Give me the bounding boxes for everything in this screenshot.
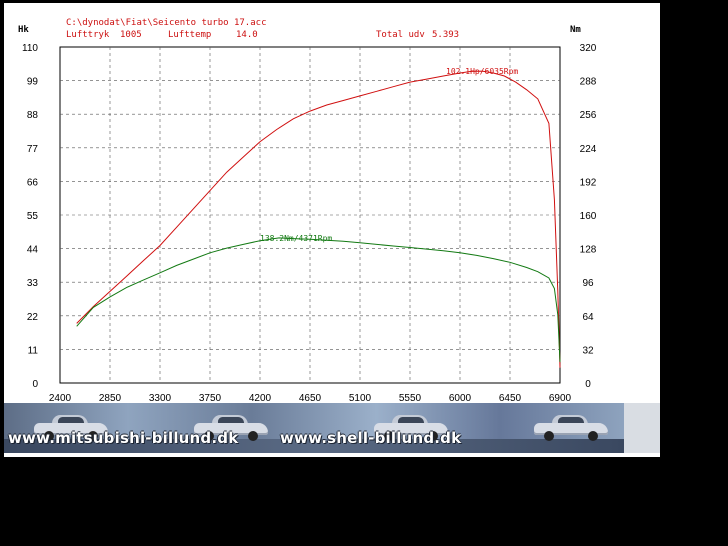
- power-curve-line: [76, 70, 561, 368]
- left-tick-label: 110: [22, 43, 38, 54]
- annotations: 102.1Hp/6035Rpm 138.2Nm/4371Rpm: [260, 67, 518, 243]
- car-image: [534, 413, 608, 441]
- lufttryk-value: 1005: [120, 30, 142, 40]
- car-image: [34, 413, 108, 441]
- x-tick-label: 6900: [549, 393, 572, 404]
- dyno-plot: 2400 2850 3300 3750 4200 4650 5100 5550 6000 6450…: [22, 43, 597, 404]
- right-tick-label: 64: [582, 312, 594, 323]
- x-tick-label: 5100: [349, 393, 372, 404]
- right-tick-label: 0: [585, 379, 591, 390]
- tick-labels: 2400 2850 3300 3750 4200 4650 5100 5550 6000 6450…: [22, 43, 597, 404]
- x-tick-label: 2850: [99, 393, 122, 404]
- right-tick-label: 320: [580, 43, 597, 54]
- x-tick-label: 5550: [399, 393, 422, 404]
- x-tick-label: 3750: [199, 393, 222, 404]
- right-tick-label: 256: [580, 110, 597, 121]
- x-tick-label: 6000: [449, 393, 472, 404]
- banner-edge: [624, 403, 660, 453]
- grid-lines: [59, 46, 561, 384]
- right-tick-label: 128: [580, 245, 597, 256]
- left-axis-unit: Hk: [18, 25, 29, 35]
- left-tick-label: 66: [27, 177, 39, 188]
- right-tick-label: 96: [582, 278, 594, 289]
- car-image: [194, 413, 268, 441]
- left-tick-label: 11: [28, 345, 39, 356]
- power-peak-label: 102.1Hp/6035Rpm: [446, 67, 518, 76]
- total-udv-label: Total udv: [376, 30, 425, 40]
- file-path: C:\dynodat\Fiat\Seicento turbo 17.acc: [66, 18, 267, 28]
- right-tick-label: 192: [580, 177, 597, 188]
- x-tick-label: 2400: [49, 393, 72, 404]
- x-tick-label: 6450: [499, 393, 522, 404]
- left-tick-label: 0: [32, 379, 38, 390]
- left-tick-label: 22: [27, 312, 39, 323]
- banner-link-mitsubishi[interactable]: www.mitsubishi-billund.dk: [8, 429, 239, 447]
- right-tick-label: 224: [580, 144, 597, 155]
- series-lines: [76, 70, 561, 368]
- left-tick-label: 88: [27, 110, 39, 121]
- left-tick-label: 77: [27, 144, 39, 155]
- right-tick-label: 288: [580, 77, 597, 88]
- banner-link-shell[interactable]: www.shell-billund.dk: [280, 429, 462, 447]
- lufttryk-label: Lufttryk: [66, 30, 110, 40]
- right-tick-label: 160: [580, 211, 597, 222]
- lufttemp-value: 14.0: [236, 30, 258, 40]
- right-tick-label: 32: [582, 345, 594, 356]
- x-tick-label: 4650: [299, 393, 322, 404]
- torque-curve-line: [76, 237, 561, 363]
- left-tick-label: 33: [27, 278, 39, 289]
- left-tick-label: 55: [27, 211, 39, 222]
- dyno-chart-sheet: C:\dynodat\Fiat\Seicento turbo 17.acc Lu…: [4, 3, 660, 457]
- lufttemp-label: Lufttemp: [168, 30, 212, 40]
- sponsor-banner[interactable]: www.mitsubishi-billund.dk www.shell-bill…: [4, 403, 624, 453]
- total-udv-value: 5.393: [432, 30, 460, 40]
- banner-strip: [4, 439, 624, 453]
- x-tick-label: 3300: [149, 393, 172, 404]
- right-axis-unit: Nm: [570, 25, 581, 35]
- car-image: [374, 413, 448, 441]
- torque-peak-label: 138.2Nm/4371Rpm: [260, 234, 332, 243]
- left-tick-label: 99: [27, 77, 39, 88]
- left-tick-label: 44: [27, 245, 39, 256]
- x-tick-label: 4200: [249, 393, 272, 404]
